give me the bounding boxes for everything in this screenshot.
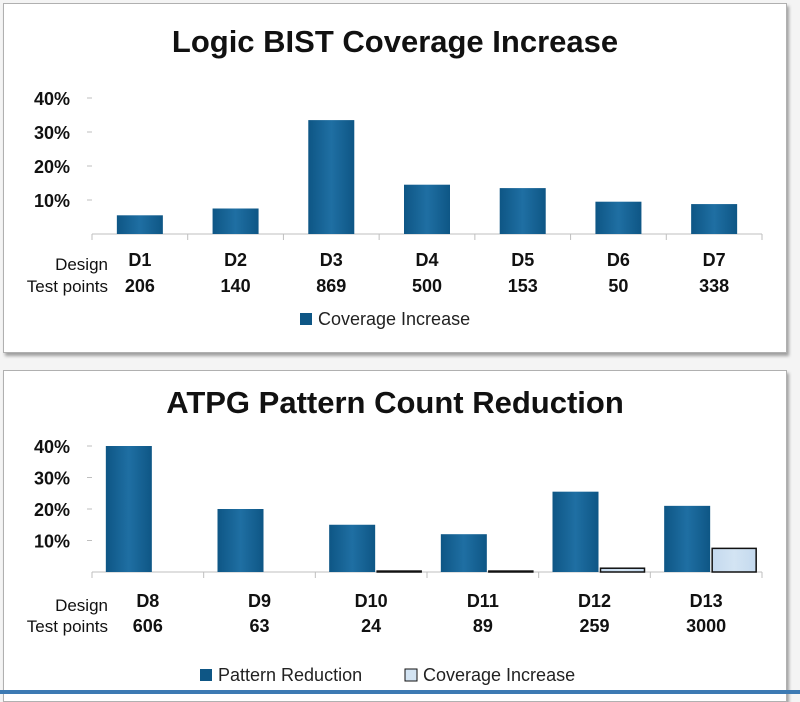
test-points-value: 606 <box>133 616 163 636</box>
test-points-value: 63 <box>249 616 269 636</box>
bar-pattern-reduction <box>329 524 376 572</box>
bar-pattern-reduction <box>440 534 487 572</box>
row-label-test-points: Test points <box>27 617 108 636</box>
test-points-value: 259 <box>579 616 609 636</box>
legend-label: Coverage Increase <box>318 309 470 329</box>
bottom-accent-line <box>0 690 800 694</box>
row-label-design: Design <box>55 255 108 274</box>
bar-pattern-reduction <box>105 446 152 572</box>
y-tick-label: 40% <box>34 89 70 109</box>
y-tick-label: 20% <box>34 157 70 177</box>
category-label: D9 <box>248 591 271 611</box>
legend-label: Pattern Reduction <box>218 665 362 685</box>
bar-pattern-reduction <box>217 509 264 572</box>
y-tick-label: 20% <box>34 500 70 520</box>
test-points-value: 89 <box>473 616 493 636</box>
bar-coverage-increase <box>488 570 534 573</box>
bar-coverage-increase <box>711 547 757 573</box>
y-tick-label: 10% <box>34 191 70 211</box>
bar-coverage-increase <box>595 201 642 234</box>
legend-swatch <box>300 313 312 325</box>
category-label: D8 <box>136 591 159 611</box>
category-label: D4 <box>415 250 438 270</box>
test-points-value: 24 <box>361 616 381 636</box>
category-label: D11 <box>467 591 499 611</box>
bar-pattern-reduction <box>552 491 599 572</box>
y-tick-label: 30% <box>34 123 70 143</box>
bar-coverage-increase <box>499 188 546 234</box>
bar-coverage-increase <box>212 208 259 234</box>
bar-coverage-increase <box>308 120 355 234</box>
category-label: D7 <box>703 250 726 270</box>
chart-title: ATPG Pattern Count Reduction <box>166 385 624 420</box>
category-label: D12 <box>578 591 611 611</box>
test-points-value: 140 <box>221 276 251 296</box>
bar-coverage-increase <box>599 567 646 573</box>
bar-pattern-reduction <box>664 505 711 572</box>
row-label-design: Design <box>55 596 108 615</box>
legend-label: Coverage Increase <box>423 665 575 685</box>
category-label: D3 <box>320 250 343 270</box>
row-label-test-points: Test points <box>27 277 108 296</box>
chart-panel-logic-bist: Logic BIST Coverage Increase <box>3 3 787 353</box>
category-label: D13 <box>690 591 723 611</box>
bar-coverage-increase <box>691 204 738 234</box>
category-label: D5 <box>511 250 534 270</box>
legend-swatch <box>200 669 212 681</box>
category-label: D2 <box>224 250 247 270</box>
test-points-value: 869 <box>316 276 346 296</box>
category-label: D1 <box>128 250 151 270</box>
legend-swatch <box>404 668 418 682</box>
bar-coverage-increase <box>404 184 450 234</box>
test-points-value: 500 <box>412 276 442 296</box>
y-tick-label: 10% <box>34 532 70 552</box>
test-points-value: 3000 <box>686 616 726 636</box>
chart-title: Logic BIST Coverage Increase <box>171 24 619 59</box>
y-tick-label: 30% <box>34 469 70 489</box>
bar-coverage-increase <box>376 570 422 573</box>
category-label: D10 <box>355 591 388 611</box>
test-points-value: 153 <box>508 276 538 296</box>
test-points-value: 206 <box>125 276 155 296</box>
y-tick-label: 40% <box>34 437 70 457</box>
test-points-value: 338 <box>699 276 729 296</box>
test-points-value: 50 <box>608 276 628 296</box>
category-label: D6 <box>607 250 630 270</box>
bar-coverage-increase <box>116 215 163 234</box>
